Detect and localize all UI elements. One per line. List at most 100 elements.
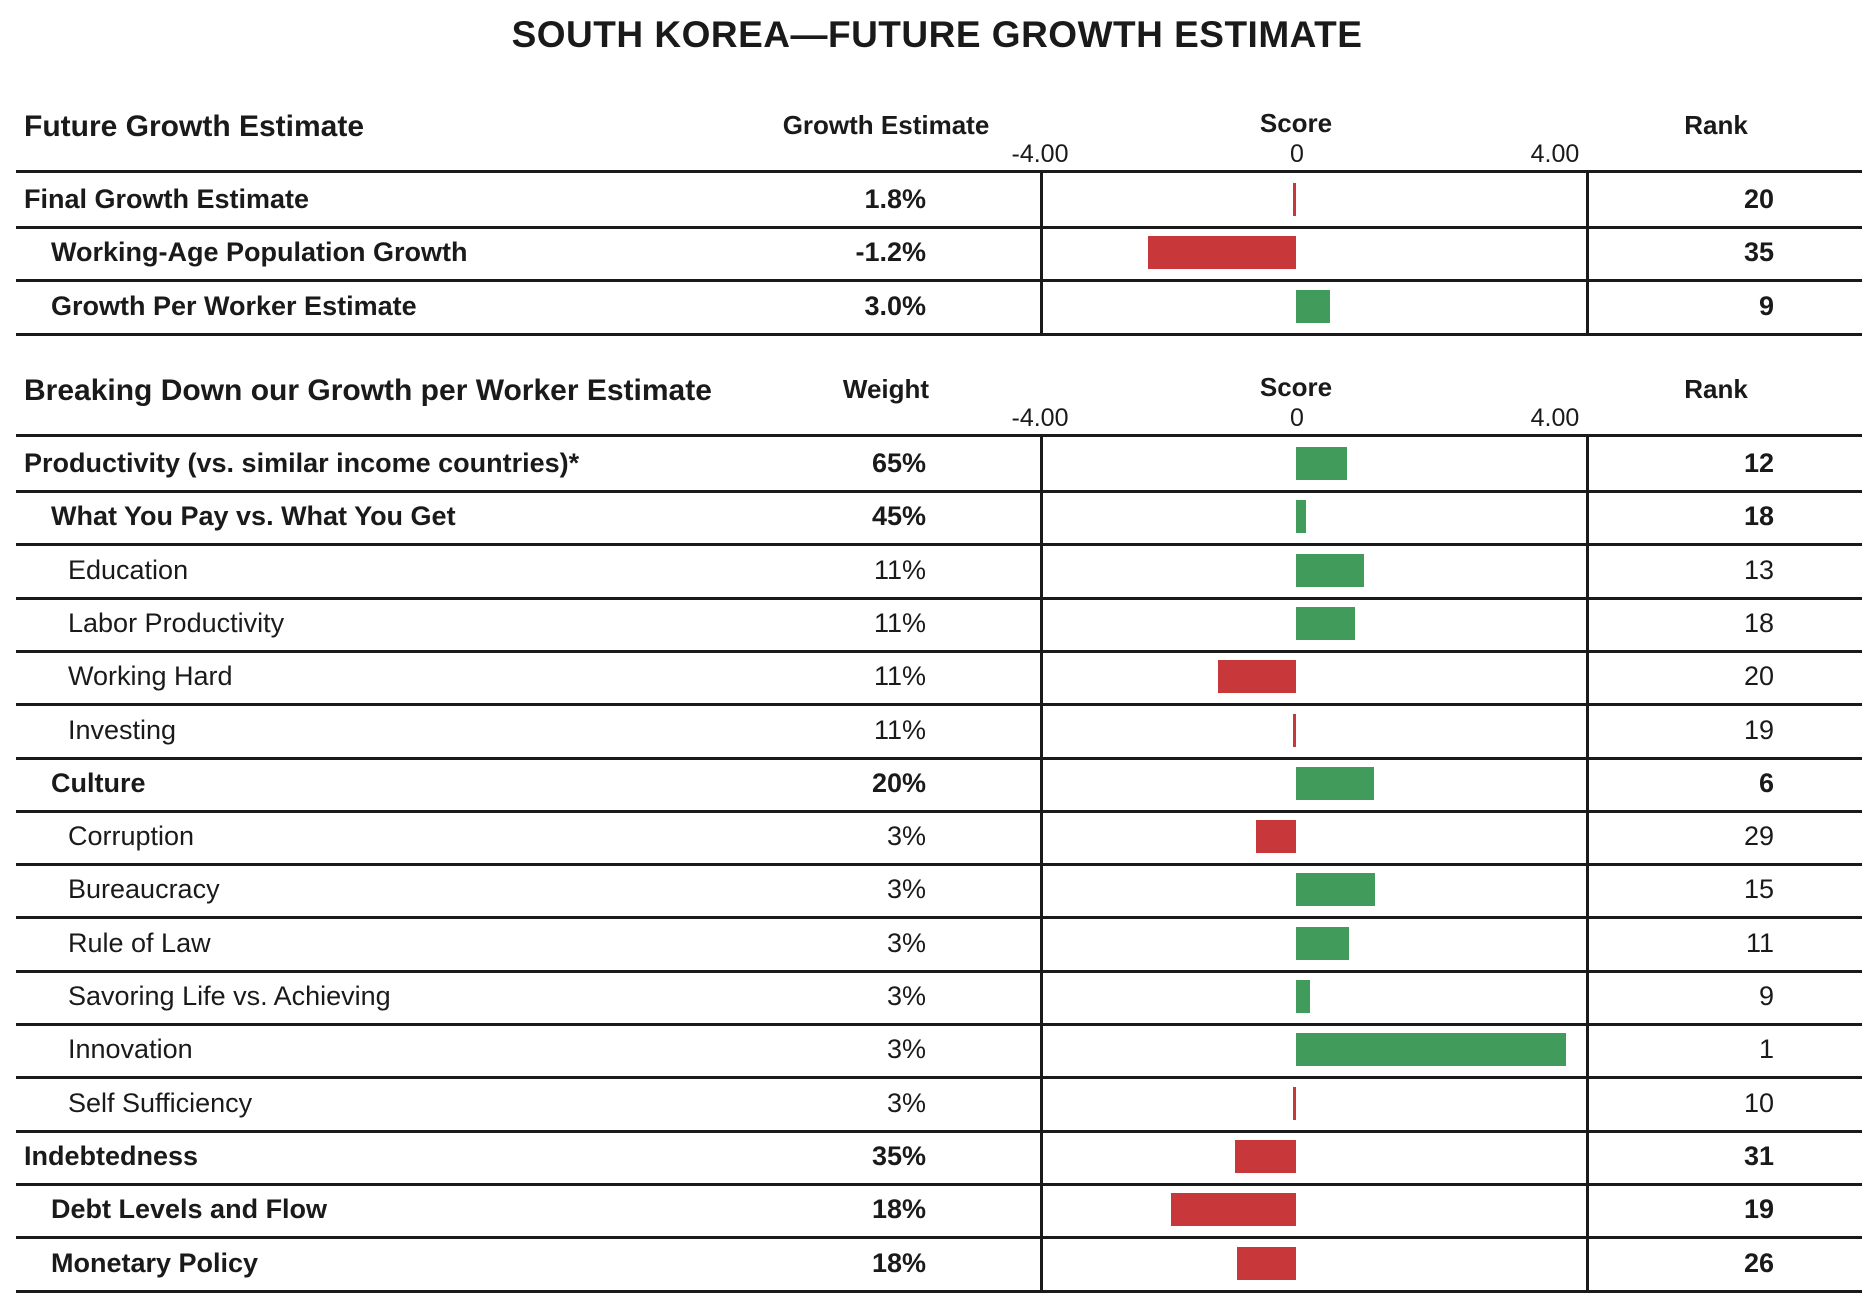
score-column-header: Score: [1259, 108, 1333, 138]
score-axis-tick-label: -4.00: [1011, 404, 1069, 432]
column-divider: [1586, 1236, 1589, 1290]
row-value: 3.0%: [864, 290, 926, 321]
row-rank: 26: [1743, 1247, 1774, 1278]
section-title: Future Growth Estimate: [24, 110, 365, 143]
column-divider: [1040, 1236, 1043, 1290]
column-divider: [1040, 226, 1043, 280]
table-row: Self Sufficiency 3% 10: [16, 1076, 1862, 1133]
column-divider: [1586, 1076, 1589, 1130]
section-header: Breaking Down our Growth per Worker Esti…: [16, 352, 1862, 442]
row-label: Education: [68, 554, 189, 585]
column-divider: [1586, 596, 1589, 650]
row-label: Bureaucracy: [68, 874, 220, 905]
column-divider: [1586, 173, 1589, 226]
row-value: 11%: [873, 714, 926, 745]
row-label: What You Pay vs. What You Get: [51, 501, 456, 532]
column-divider: [1586, 703, 1589, 757]
row-rank: 9: [1758, 290, 1774, 321]
score-bar: [1218, 660, 1296, 694]
row-rank: 20: [1743, 661, 1774, 692]
row-label: Rule of Law: [68, 927, 211, 958]
row-rank: 12: [1743, 448, 1774, 478]
column-divider: [1586, 226, 1589, 280]
column-divider: [1040, 543, 1043, 597]
score-bar: [1296, 553, 1364, 587]
row-rank: 15: [1743, 874, 1774, 905]
row-value: 3%: [886, 981, 926, 1011]
score-bar: [1235, 1139, 1296, 1173]
column-divider: [1040, 650, 1043, 704]
row-label: Working Hard: [68, 661, 233, 692]
score-bar: [1237, 1246, 1296, 1280]
table-row: What You Pay vs. What You Get 45% 18: [16, 490, 1862, 547]
score-bar: [1171, 1193, 1296, 1227]
column-divider: [1040, 279, 1043, 333]
row-value: 1.8%: [864, 184, 926, 214]
column-divider: [1040, 596, 1043, 650]
column-divider: [1040, 756, 1043, 810]
value-column-header: Weight: [842, 374, 930, 404]
score-bar: [1296, 289, 1330, 323]
row-rank: 18: [1743, 607, 1774, 638]
row-label: Self Sufficiency: [68, 1087, 253, 1118]
page-title: SOUTH KOREA—FUTURE GROWTH ESTIMATE: [511, 14, 1363, 55]
column-divider: [1040, 970, 1043, 1023]
column-divider: [1586, 279, 1589, 333]
row-rank: 31: [1743, 1140, 1774, 1171]
row-rank: 19: [1743, 1194, 1774, 1225]
row-label: Labor Productivity: [68, 607, 285, 638]
row-rank: 6: [1758, 767, 1774, 798]
score-bar: [1296, 873, 1375, 907]
row-label: Culture: [51, 767, 146, 798]
row-value: 18%: [871, 1194, 926, 1225]
row-rank: 20: [1743, 184, 1774, 214]
score-bar: [1147, 236, 1296, 270]
column-divider: [1040, 437, 1043, 490]
score-bar: [1296, 606, 1355, 640]
row-value: 3%: [886, 1087, 926, 1118]
score-axis-tick-label: -4.00: [1011, 140, 1069, 168]
rank-column-header: Rank: [1684, 110, 1748, 140]
score-bar: [1296, 766, 1374, 800]
section-header-rule: [16, 434, 1862, 437]
rank-column-header: Rank: [1684, 374, 1748, 404]
row-label: Innovation: [68, 1034, 193, 1065]
table-row: Culture 20% 6: [16, 756, 1862, 813]
row-rank: 1: [1758, 1034, 1774, 1065]
table-row: Growth Per Worker Estimate 3.0% 9: [16, 279, 1862, 336]
column-divider: [1040, 1129, 1043, 1183]
row-value: 3%: [886, 874, 926, 905]
column-divider: [1040, 1183, 1043, 1237]
column-divider: [1586, 543, 1589, 597]
row-value: -1.2%: [855, 237, 926, 268]
score-bar: [1296, 980, 1310, 1013]
table-row: Productivity (vs. similar income countri…: [16, 437, 1862, 493]
row-label: Savoring Life vs. Achieving: [68, 981, 391, 1011]
score-bar: [1296, 447, 1347, 480]
table-row: Working-Age Population Growth -1.2% 35: [16, 226, 1862, 283]
row-rank: 10: [1743, 1087, 1774, 1118]
table-row: Indebtedness 35% 31: [16, 1129, 1862, 1186]
table-row: Working Hard 11% 20: [16, 650, 1862, 707]
row-label: Investing: [68, 714, 177, 745]
row-value: 11%: [873, 554, 926, 585]
column-divider: [1040, 173, 1043, 226]
score-axis-tick-label: 4.00: [1530, 404, 1580, 432]
column-divider: [1586, 916, 1589, 970]
table-row: Investing 11% 19: [16, 703, 1862, 760]
row-rank: 9: [1758, 981, 1774, 1011]
row-rank: 18: [1743, 501, 1774, 532]
column-divider: [1040, 703, 1043, 757]
table-row: Monetary Policy 18% 26: [16, 1236, 1862, 1293]
column-divider: [1586, 863, 1589, 917]
score-axis-tick-label: 0: [1290, 404, 1304, 432]
section-title: Breaking Down our Growth per Worker Esti…: [24, 374, 712, 407]
row-value: 65%: [871, 448, 926, 478]
row-value: 45%: [871, 501, 926, 532]
table-row: Final Growth Estimate 1.8% 20: [16, 173, 1862, 229]
score-bar: [1292, 713, 1296, 747]
row-value: 11%: [873, 661, 926, 692]
row-label: Productivity (vs. similar income countri…: [24, 448, 580, 478]
score-bar: [1296, 926, 1349, 960]
column-divider: [1040, 1023, 1043, 1077]
